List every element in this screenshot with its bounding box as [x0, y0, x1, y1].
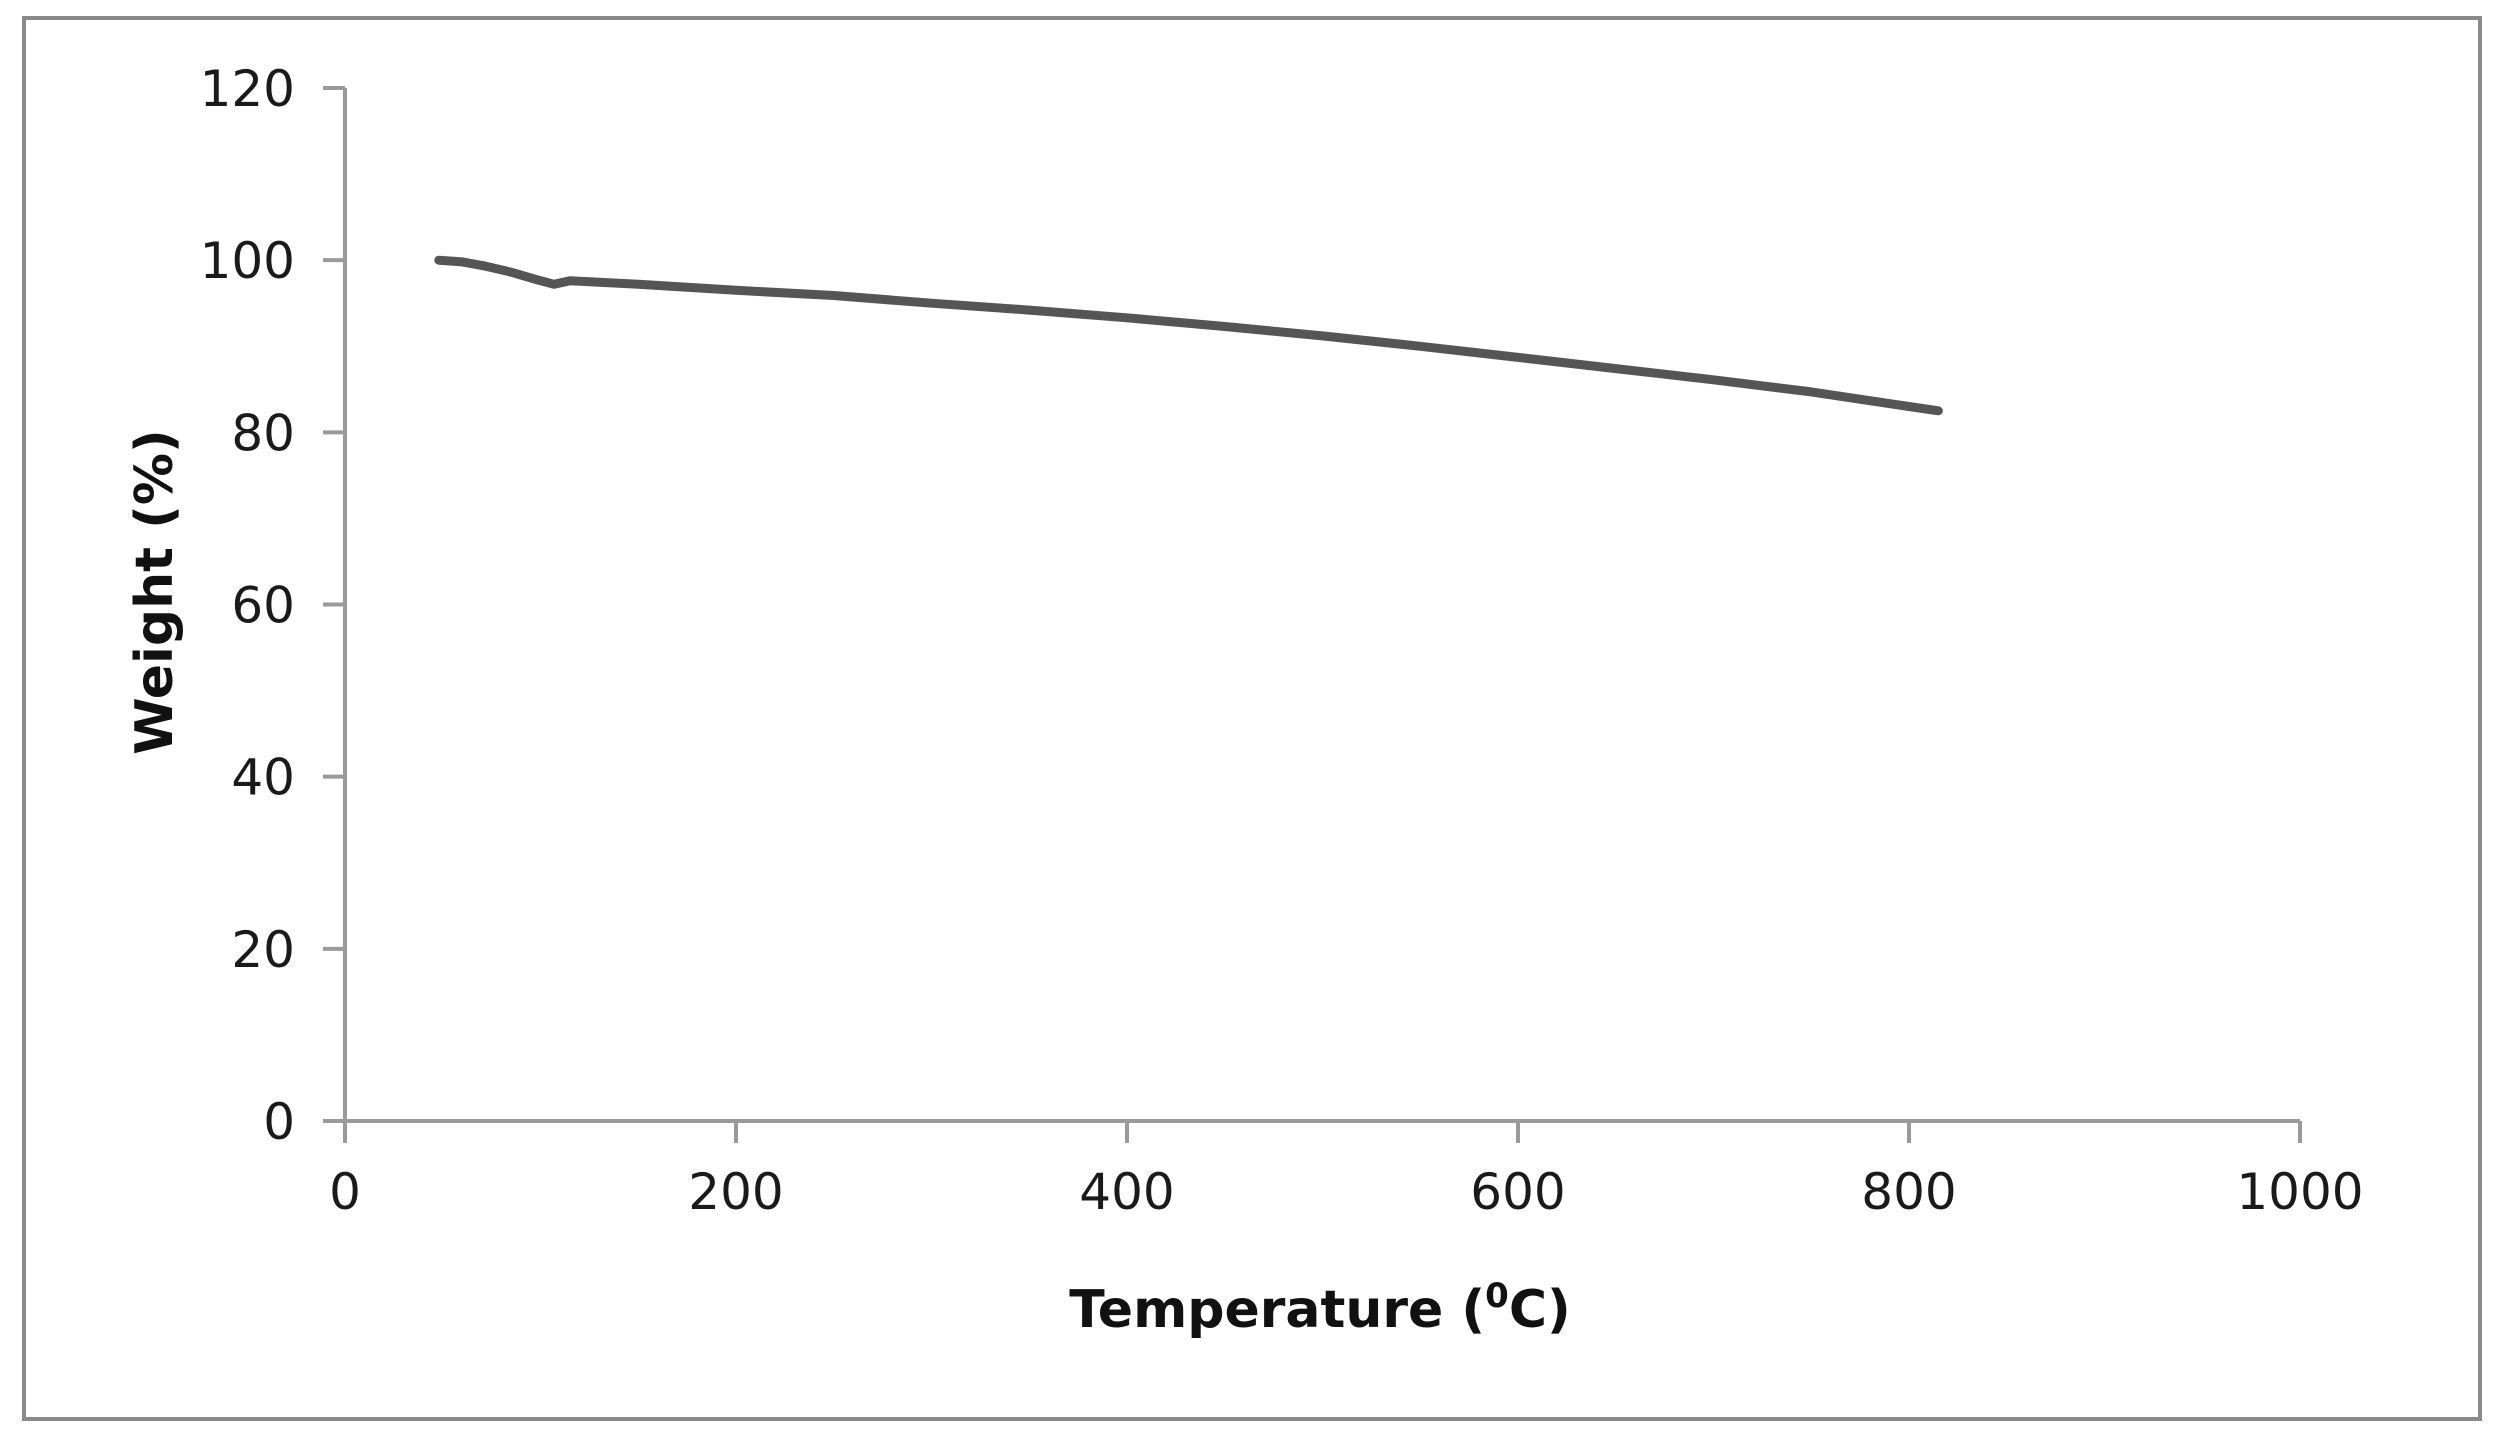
- axes: [343, 88, 2300, 1123]
- x-tick-label: 1000: [2236, 1163, 2363, 1221]
- x-tick-label: 0: [329, 1163, 361, 1221]
- x-axis-title-close: C): [1509, 1280, 1571, 1340]
- y-tick-label: 40: [231, 749, 295, 807]
- chart-frame: [22, 16, 2482, 1421]
- y-tick-label: 60: [231, 577, 295, 635]
- x-tick-label: 800: [1861, 1163, 1956, 1221]
- y-tick-label: 120: [200, 60, 295, 118]
- series-line-weight: [434, 255, 1943, 416]
- series-layer: [434, 255, 1943, 416]
- ticks: 0 20 40 60 80 100 120 0 200 400 600 800 1000: [200, 60, 2364, 1221]
- x-tick-label: 200: [688, 1163, 783, 1221]
- x-tick-label: 600: [1470, 1163, 1565, 1221]
- y-tick-label: 80: [231, 404, 295, 462]
- y-tick-label: 0: [263, 1093, 295, 1151]
- y-axis-title: Weight (%): [125, 429, 185, 754]
- y-tick-label: 20: [231, 921, 295, 979]
- y-tick-label: 100: [200, 232, 295, 290]
- x-tick-label: 400: [1079, 1163, 1174, 1221]
- x-axis-title-main: Temperature: [1069, 1280, 1443, 1340]
- x-axis-title-open: (: [1443, 1280, 1485, 1340]
- x-axis-title: Temperature (0C): [1069, 1276, 1571, 1340]
- x-axis-title-superscript: 0: [1485, 1276, 1509, 1316]
